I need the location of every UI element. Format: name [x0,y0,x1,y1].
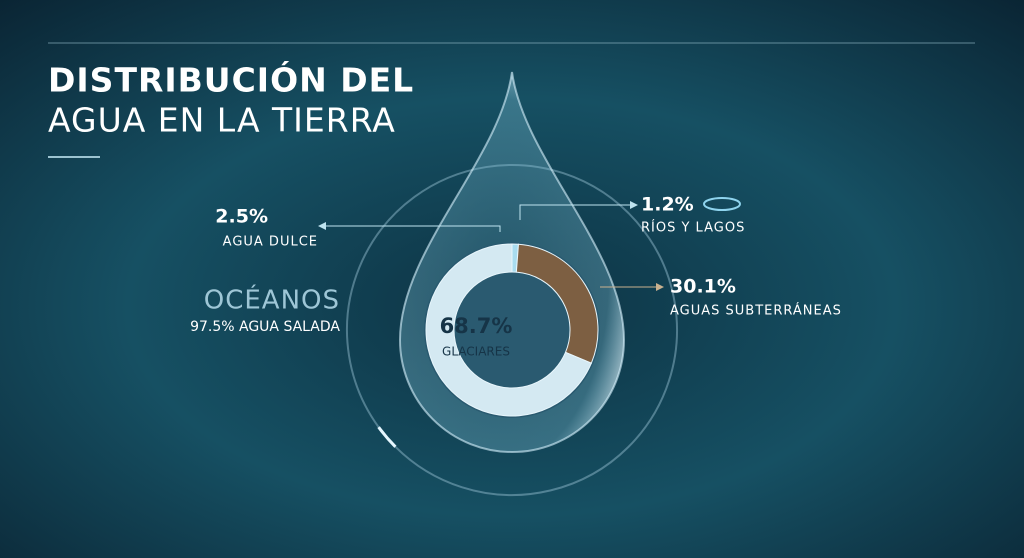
lake-icon [703,197,741,211]
leader-line [324,225,501,232]
leader-line [519,204,632,220]
ocean-label: 97.5% AGUA SALADA [190,319,340,335]
arrowhead [656,283,664,291]
value-label: 1.2% [641,194,694,216]
title-line: DISTRIBUCIÓN DEL [48,60,414,100]
freshwater-value: 2.5% [215,206,268,228]
donut [424,242,600,418]
ocean-value: 97.5% [190,319,234,335]
ocean-ring [346,164,678,496]
ocean-arc [346,164,678,496]
arrowhead [318,222,326,230]
arrowhead [630,201,638,209]
category-label: AGUAS SUBTERRÁNEAS [670,303,842,319]
title-line: AGUA EN LA TIERRA [48,101,396,140]
category-label: RÍOS Y LAGOS [641,220,745,236]
freshwater-label: AGUA DULCE [223,235,318,250]
ocean-title: OCÉANOS [204,284,340,316]
freshwater-arc [377,426,397,448]
ocean-text: AGUA SALADA [239,319,340,335]
slice [425,243,593,417]
center-label: GLACIARES [442,345,510,359]
center-value: 68.7% [440,314,513,338]
value-label: 30.1% [670,276,736,298]
